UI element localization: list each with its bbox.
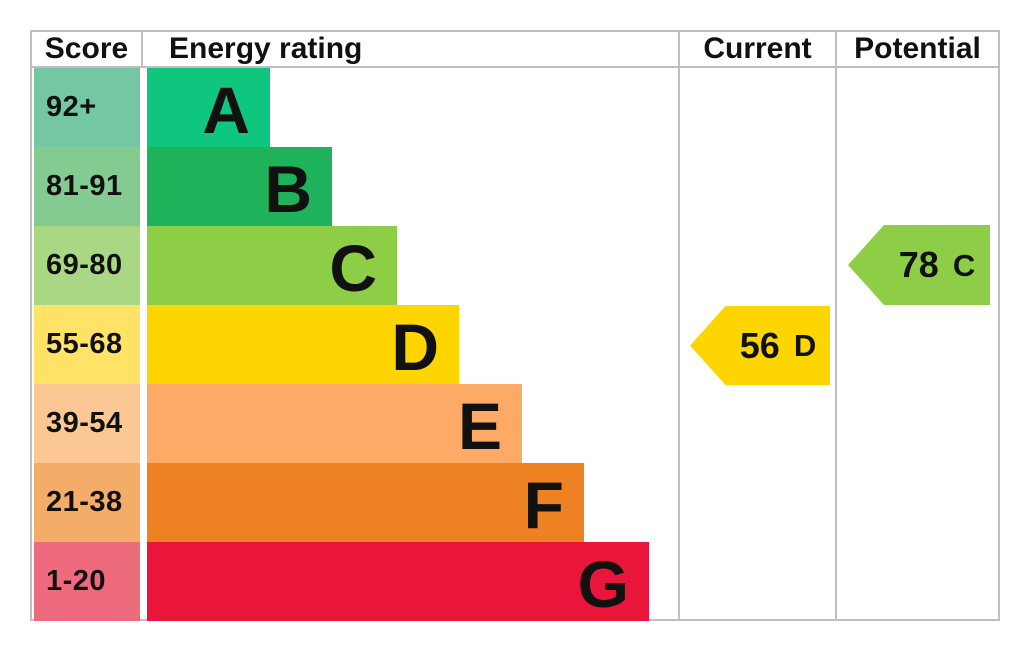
band-row-e: 39-54 E xyxy=(32,384,678,463)
band-row-b: 81-91 B xyxy=(32,147,678,226)
score-range-b: 81-91 xyxy=(34,147,140,226)
current-band: D xyxy=(793,328,817,363)
potential-band: C xyxy=(952,247,976,283)
band-bar-a: A xyxy=(147,68,270,147)
potential-column-header: Potential xyxy=(837,32,998,68)
epc-table: Score Energy rating Current Potential 92… xyxy=(30,30,1000,621)
band-bar-e: E xyxy=(147,384,522,463)
potential-rating-arrow: 78 C xyxy=(848,225,990,305)
band-row-f: 21-38 F xyxy=(32,463,678,542)
band-bar-d: D xyxy=(147,305,459,384)
left-pointing-arrow-shape xyxy=(848,225,990,305)
energy-rating-column-header: Energy rating xyxy=(143,32,678,68)
current-column-divider xyxy=(678,32,680,619)
band-row-d: 55-68 D xyxy=(32,305,678,384)
score-range-g: 1-20 xyxy=(34,542,140,621)
band-letter-b: B xyxy=(264,151,312,226)
band-letter-f: F xyxy=(523,467,564,542)
potential-column-divider xyxy=(835,32,837,619)
band-row-g: 1-20 G xyxy=(32,542,678,621)
band-letter-d: D xyxy=(391,309,439,384)
band-letter-e: E xyxy=(457,388,502,463)
score-range-e: 39-54 xyxy=(34,384,140,463)
band-rows: 92+ A 81-91 B 69-80 C 55-68 D 39-54 E 21-38 F 1-20 G xyxy=(32,68,678,621)
current-column-header: Current xyxy=(678,32,837,68)
current-rating-arrow: 56 D xyxy=(690,306,830,385)
current-rating-label: 56 D xyxy=(726,306,830,385)
current-score: 56 xyxy=(739,324,780,366)
score-range-d: 55-68 xyxy=(34,305,140,384)
potential-rating-label: 78 C xyxy=(884,225,990,305)
left-pointing-arrow-shape xyxy=(690,306,830,385)
score-range-f: 21-38 xyxy=(34,463,140,542)
band-letter-c: C xyxy=(329,230,377,305)
current-arrow-polygon xyxy=(690,306,830,385)
band-row-a: 92+ A xyxy=(32,68,678,147)
band-bar-c: C xyxy=(147,226,397,305)
score-range-c: 69-80 xyxy=(34,226,140,305)
band-letter-g: G xyxy=(577,546,629,621)
band-bar-g: G xyxy=(147,542,649,621)
band-bar-f: F xyxy=(147,463,584,542)
band-row-c: 69-80 C xyxy=(32,226,678,305)
potential-arrow-polygon xyxy=(848,225,990,305)
potential-score: 78 xyxy=(898,244,939,285)
score-range-a: 92+ xyxy=(34,68,140,147)
band-letter-a: A xyxy=(202,72,250,147)
score-column-header: Score xyxy=(32,32,143,68)
band-bar-b: B xyxy=(147,147,332,226)
